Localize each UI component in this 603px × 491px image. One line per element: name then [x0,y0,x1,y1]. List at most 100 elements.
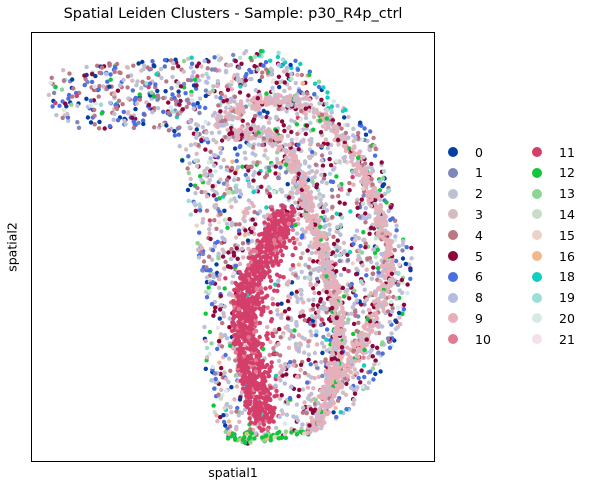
scatter-point [368,259,374,265]
scatter-point [300,173,305,179]
scatter-point [217,316,222,321]
scatter-point [284,150,289,155]
scatter-point [223,70,229,75]
scatter-point [335,224,340,230]
scatter-point [204,130,209,135]
scatter-point [321,269,326,274]
scatter-point [130,88,135,93]
scatter-point [259,428,264,433]
scatter-point [146,75,151,81]
scatter-point [235,405,240,411]
scatter-point [130,78,135,83]
scatter-point [54,112,59,118]
scatter-point [163,89,168,94]
scatter-point [356,354,361,360]
scatter-point [236,111,242,117]
scatter-point [359,155,364,160]
scatter-point [386,188,392,193]
scatter-point [241,255,246,260]
scatter-point [335,103,340,109]
scatter-point [348,385,354,390]
scatter-point [207,227,212,232]
scatter-point [219,365,224,371]
scatter-point [75,103,80,109]
scatter-point [352,391,358,396]
scatter-point [276,62,281,68]
scatter-point [278,248,284,254]
scatter-point [116,98,122,104]
scatter-point [324,327,330,332]
scatter-point [210,248,216,253]
scatter-point [343,136,349,142]
scatter-point [357,248,362,253]
scatter-point [213,190,218,195]
scatter-point [299,227,305,232]
scatter-point [281,214,286,219]
scatter-point [115,88,121,93]
scatter-point [219,344,225,349]
scatter-point [335,238,340,243]
scatter-point [340,306,345,312]
scatter-point [249,76,254,82]
scatter-point [225,87,231,92]
scatter-point [254,418,259,423]
scatter-point [246,263,251,268]
scatter-point [209,257,215,262]
scatter-point [294,323,299,328]
scatter-point [296,216,301,222]
scatter-point [61,78,67,83]
scatter-point [242,350,247,355]
scatter-point [283,245,289,250]
scatter-point [321,85,326,90]
scatter-point [295,299,300,304]
scatter-point [273,164,278,169]
scatter-point [210,184,215,189]
scatter-point [196,255,202,260]
scatter-point [261,108,266,114]
scatter-point [293,153,298,159]
scatter-point [367,180,372,185]
scatter-point [352,367,357,372]
scatter-point [330,179,336,185]
scatter-point [244,206,249,212]
scatter-point [344,407,349,412]
scatter-point [268,285,273,290]
scatter-point [92,107,97,113]
scatter-point [115,118,121,123]
scatter-point [271,346,276,351]
scatter-point [177,102,182,107]
scatter-point [383,214,388,219]
scatter-point [261,136,266,141]
scatter-point [218,212,223,217]
scatter-point [230,293,235,298]
scatter-point [294,237,299,242]
scatter-point [214,94,219,100]
scatter-point [280,411,285,416]
scatter-point [285,133,291,139]
scatter-point [256,400,261,406]
scatter-point [280,373,285,378]
scatter-point [133,106,138,112]
scatter-point [218,307,223,312]
scatter-point [255,245,261,250]
scatter-point [347,283,352,288]
scatter-point [291,362,296,368]
scatter-point [356,341,362,347]
scatter-point [341,250,346,256]
scatter-point [247,317,252,322]
scatter-point [249,322,255,328]
scatter-point [191,102,196,107]
scatter-point [84,96,89,101]
scatter-point [358,120,363,125]
scatter-point [258,391,263,396]
scatter-point [338,302,343,307]
scatter-point [265,324,270,330]
scatter-point [285,298,291,304]
scatter-point [329,305,335,311]
scatter-point [253,113,258,119]
scatter-point [351,348,356,353]
scatter-point [339,385,344,390]
scatter-point [231,189,236,195]
scatter-point [212,309,217,314]
scatter-point [276,278,281,283]
